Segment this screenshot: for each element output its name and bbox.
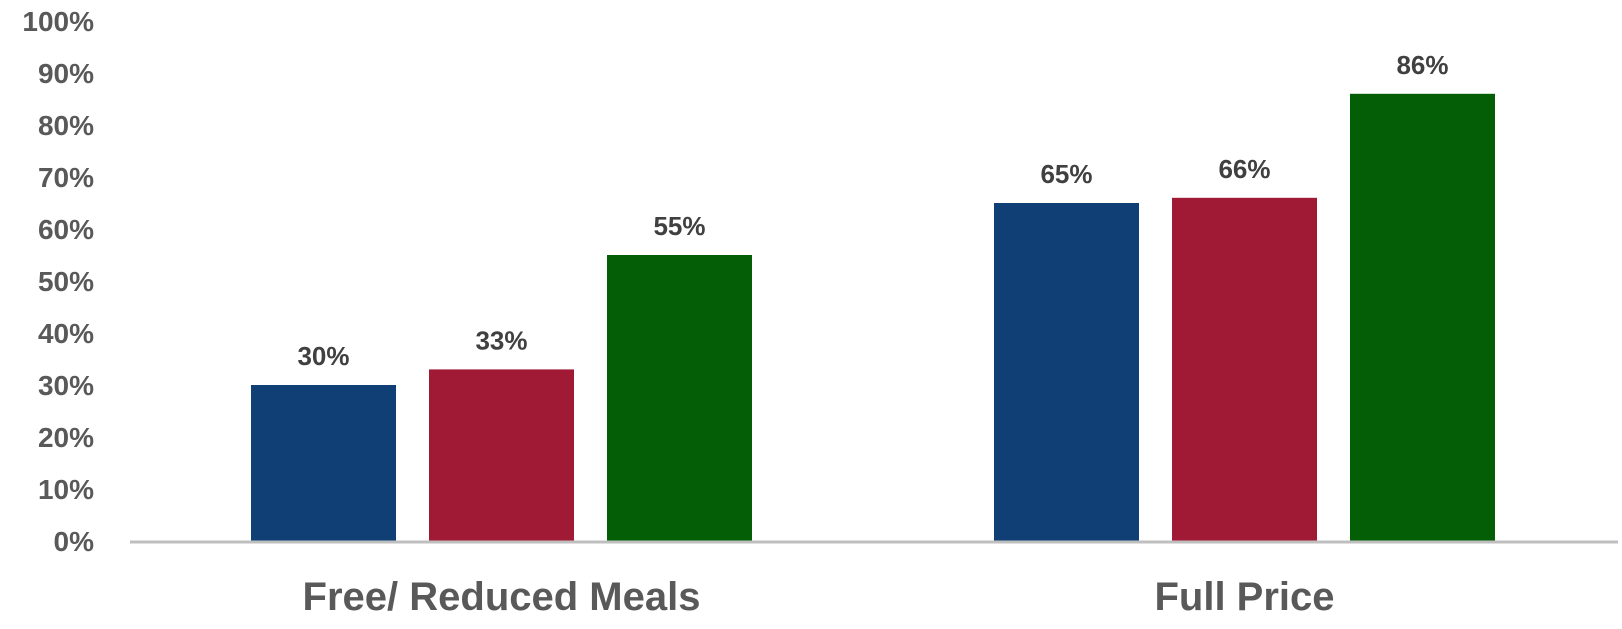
y-tick-label: 70%	[38, 162, 94, 193]
bars	[251, 93, 1495, 542]
bar	[1350, 93, 1495, 542]
y-tick-label: 40%	[38, 318, 94, 349]
y-tick-label: 30%	[38, 370, 94, 401]
y-tick-label: 60%	[38, 214, 94, 245]
data-labels: 30% 33% 55% 65% 66% 86%	[297, 50, 1448, 371]
y-tick-label: 50%	[38, 266, 94, 297]
data-label: 86%	[1396, 50, 1448, 80]
y-tick-label: 80%	[38, 110, 94, 141]
category-label: Full Price	[1154, 575, 1334, 619]
bar	[607, 255, 752, 541]
data-label: 55%	[653, 211, 705, 241]
data-label: 65%	[1040, 159, 1092, 189]
category-labels: Free/ Reduced Meals Full Price	[303, 575, 1335, 619]
bar	[994, 203, 1139, 541]
bar	[251, 385, 396, 541]
y-tick-label: 0%	[54, 526, 95, 557]
data-label: 66%	[1218, 154, 1270, 184]
y-tick-label: 100%	[22, 6, 94, 37]
category-label: Free/ Reduced Meals	[303, 575, 701, 619]
data-label: 30%	[297, 341, 349, 371]
y-tick-label: 10%	[38, 474, 94, 505]
data-label: 33%	[475, 325, 527, 355]
bar	[1172, 197, 1317, 542]
y-tick-label: 20%	[38, 422, 94, 453]
bar	[429, 369, 574, 541]
y-axis-tick-labels: 0% 10% 20% 30% 40% 50% 60% 70% 80% 90% 100%	[22, 6, 94, 557]
y-tick-label: 90%	[38, 58, 94, 89]
